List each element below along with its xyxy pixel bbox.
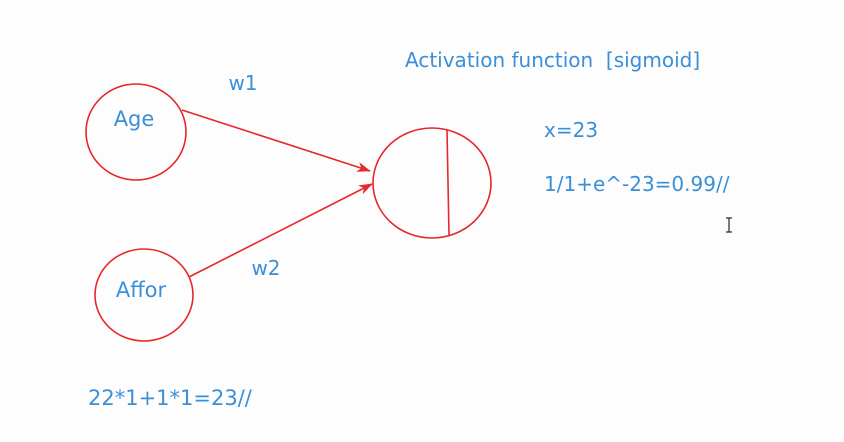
edge-w1-arrow	[181, 109, 371, 172]
activation-heading: Activation function [sigmoid]	[405, 48, 700, 72]
input-node-affor-label: Affor	[116, 278, 167, 302]
sigmoid-calc-note: 1/1+e^-23=0.99//	[544, 172, 730, 196]
input-node-age	[85, 83, 187, 181]
input-node-affor	[94, 248, 194, 342]
x-value-note: x=23	[544, 118, 598, 142]
sum-calc-note: 22*1+1*1=23//	[88, 386, 253, 410]
text-cursor-icon	[726, 217, 732, 233]
weight-label-w1: w1	[228, 71, 257, 95]
weight-label-w2: w2	[251, 256, 280, 280]
output-neuron-divider	[446, 129, 450, 236]
edge-w2-arrow	[188, 183, 373, 278]
output-neuron	[372, 127, 492, 239]
input-node-age-label: Age	[114, 107, 155, 131]
